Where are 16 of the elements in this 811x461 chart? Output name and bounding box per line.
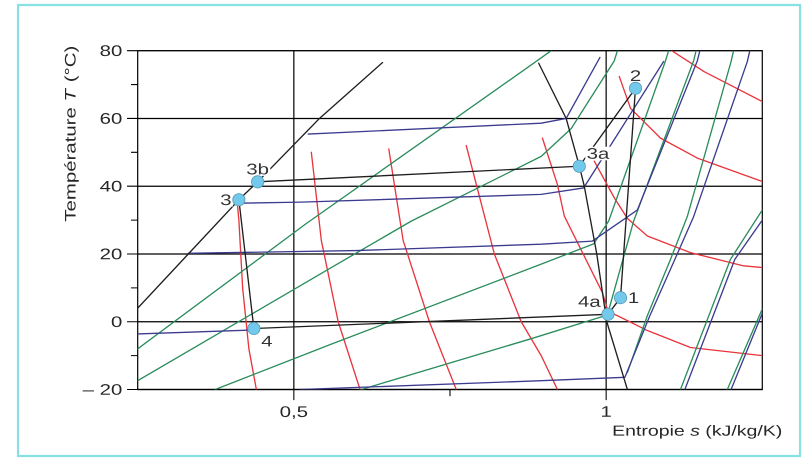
y-tick-label: 80 xyxy=(100,45,122,56)
annotation: 3 xyxy=(220,194,231,206)
y-tick-label: 20 xyxy=(100,248,122,260)
x-tick-label: 0,5 xyxy=(280,406,308,419)
y-tick-label: – 20 xyxy=(82,384,122,395)
y-tick-label: 40 xyxy=(100,180,122,192)
annotation: 3a xyxy=(587,148,610,159)
annotation: 3b xyxy=(247,163,268,174)
x-axis-title: Entropie s (kJ/kg/K) xyxy=(614,425,782,439)
annotation: 2 xyxy=(630,70,640,81)
annotation: 1 xyxy=(629,292,638,303)
y-axis-title: Température T (°C) xyxy=(64,47,79,222)
annotation: 4 xyxy=(262,336,272,346)
y-tick-label: 0 xyxy=(112,316,122,328)
y-tick-label: 60 xyxy=(100,113,122,124)
annotation: 4a xyxy=(578,296,601,307)
